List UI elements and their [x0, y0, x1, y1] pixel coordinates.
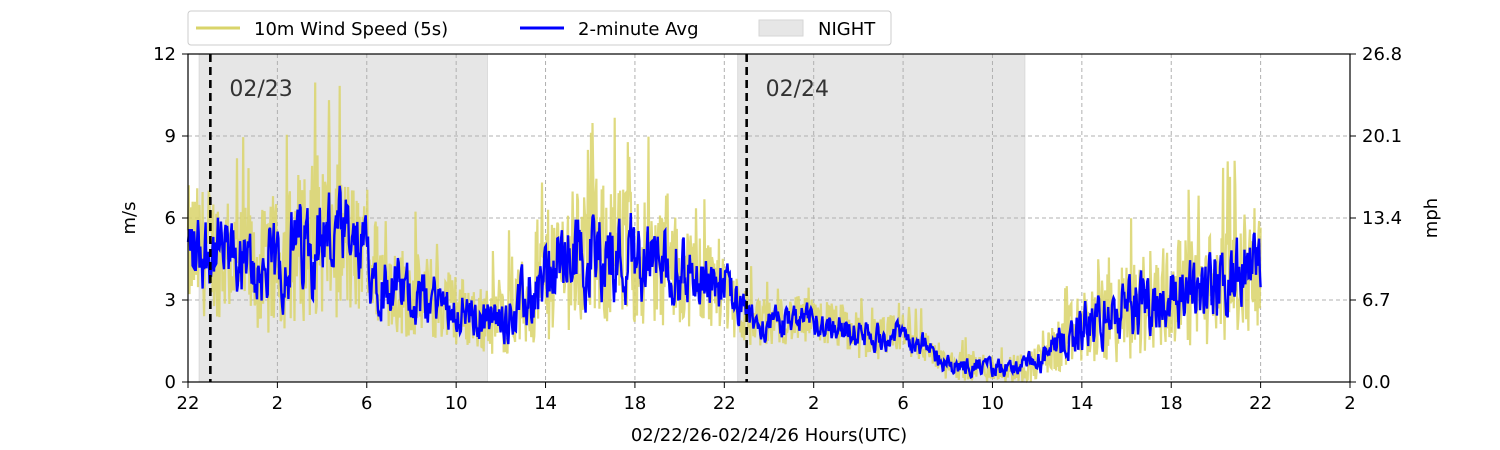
y-tick-label-left: 12 — [153, 44, 176, 65]
y-tick-label-left: 9 — [165, 126, 176, 147]
x-tick-label: 2 — [1344, 393, 1355, 414]
date-markers: 02/23 02/24 — [209, 54, 829, 382]
x-axis-label: 02/22/26-02/24/26 Hours(UTC) — [631, 425, 907, 446]
x-tick-label: 6 — [897, 393, 908, 414]
avg-2min-line — [186, 185, 1262, 380]
x-axis-ticks: 22 2 6 10 14 18 22 2 6 10 14 18 22 2 — [177, 382, 1356, 414]
date-label: 02/24 — [766, 77, 829, 102]
legend-avg-label: 2-minute Avg — [578, 19, 699, 40]
x-tick-label: 2 — [272, 393, 283, 414]
y-tick-label-right: 26.8 — [1362, 44, 1402, 65]
x-tick-label: 18 — [1160, 393, 1183, 414]
x-tick-label: 6 — [361, 393, 372, 414]
x-tick-label: 22 — [177, 393, 200, 414]
y-tick-label-right: 13.4 — [1362, 208, 1402, 229]
x-tick-label: 10 — [445, 393, 468, 414]
x-tick-label: 22 — [713, 393, 736, 414]
x-tick-label: 18 — [623, 393, 646, 414]
y-tick-label-left: 6 — [165, 208, 176, 229]
legend-night-label: NIGHT — [818, 19, 876, 40]
legend: 10m Wind Speed (5s) 2-minute Avg NIGHT — [187, 10, 892, 46]
x-tick-label: 14 — [534, 393, 557, 414]
y-tick-label-right: 0.0 — [1362, 372, 1391, 393]
x-tick-label: 10 — [981, 393, 1004, 414]
legend-wind-5s-label: 10m Wind Speed (5s) — [254, 19, 448, 40]
x-tick-label: 14 — [1070, 393, 1093, 414]
legend-night-swatch — [758, 19, 804, 37]
y-axis-label-left: m/s — [119, 202, 140, 235]
y-axis-label-right: mph — [1421, 198, 1442, 238]
date-label: 02/23 — [229, 77, 292, 102]
series — [186, 82, 1262, 384]
y-tick-label-right: 6.7 — [1362, 290, 1391, 311]
y-tick-label-left: 0 — [165, 372, 176, 393]
y-tick-label-left: 3 — [165, 290, 176, 311]
x-tick-label: 22 — [1249, 393, 1272, 414]
y-axis-ticks: 0 0.0 3 6.7 6 13.4 9 20.1 12 26.8 — [153, 44, 1402, 393]
x-tick-label: 2 — [808, 393, 819, 414]
y-tick-label-right: 20.1 — [1362, 126, 1402, 147]
